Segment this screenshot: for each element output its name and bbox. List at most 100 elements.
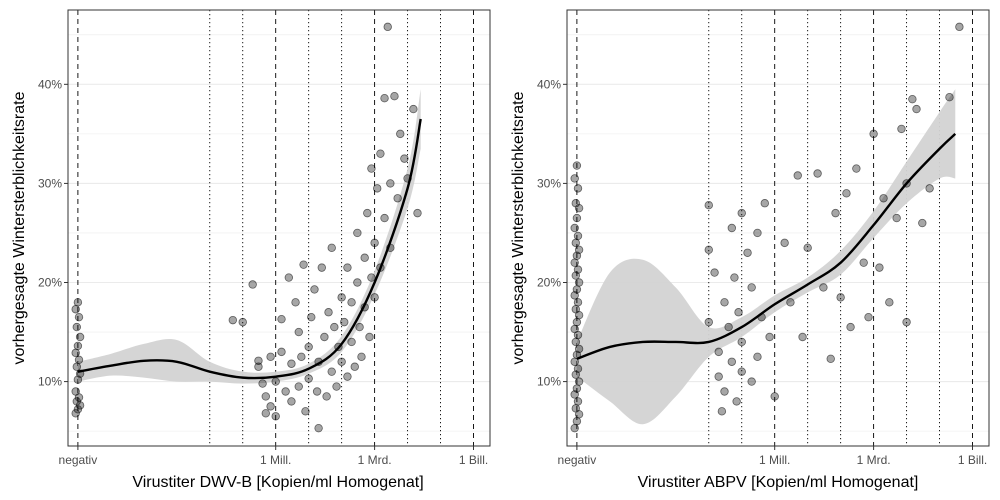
data-point bbox=[301, 407, 310, 416]
data-point bbox=[350, 362, 359, 371]
data-point bbox=[284, 273, 294, 282]
data-point bbox=[266, 352, 275, 362]
data-point bbox=[879, 194, 888, 203]
data-point bbox=[902, 317, 911, 327]
data-point bbox=[294, 382, 303, 391]
data-point bbox=[363, 208, 372, 218]
data-point bbox=[322, 392, 331, 401]
data-point bbox=[291, 298, 300, 307]
data-point bbox=[798, 332, 807, 342]
data-point bbox=[304, 374, 313, 383]
data-point bbox=[390, 92, 399, 101]
data-point bbox=[574, 278, 584, 287]
data-point bbox=[72, 362, 81, 371]
data-point bbox=[842, 189, 851, 198]
data-point bbox=[704, 317, 713, 327]
data-point bbox=[727, 357, 737, 366]
data-point bbox=[396, 129, 405, 139]
data-point bbox=[925, 184, 934, 193]
data-point bbox=[75, 332, 85, 342]
data-point bbox=[747, 377, 756, 386]
x-tick-label: 1 Mrd. bbox=[358, 453, 392, 467]
data-point bbox=[337, 293, 346, 302]
data-point bbox=[753, 228, 762, 238]
data-point bbox=[571, 337, 580, 347]
data-point bbox=[357, 352, 366, 362]
data-point bbox=[266, 402, 275, 411]
data-point bbox=[572, 161, 582, 170]
data-point bbox=[72, 397, 81, 406]
data-point bbox=[367, 164, 376, 173]
data-point bbox=[724, 322, 733, 332]
data-point bbox=[760, 199, 769, 208]
y-tick-label: 30% bbox=[537, 176, 561, 190]
data-point bbox=[864, 312, 873, 322]
data-point bbox=[71, 409, 80, 418]
data-point bbox=[737, 337, 746, 347]
data-point bbox=[74, 355, 84, 364]
data-point bbox=[386, 179, 395, 188]
x-tick-label: 1 Mill. bbox=[260, 453, 291, 467]
data-point bbox=[254, 356, 263, 365]
data-point bbox=[819, 283, 828, 292]
data-point bbox=[277, 314, 286, 324]
data-point bbox=[734, 308, 743, 317]
y-tick-label: 10% bbox=[38, 375, 62, 389]
data-point bbox=[574, 377, 584, 386]
data-point bbox=[572, 417, 582, 426]
data-point bbox=[304, 342, 313, 352]
confidence-ribbon bbox=[77, 89, 421, 384]
data-point bbox=[793, 171, 802, 180]
data-point bbox=[720, 387, 729, 396]
data-point bbox=[73, 405, 83, 414]
data-point bbox=[852, 164, 861, 173]
data-point bbox=[312, 387, 322, 396]
data-point bbox=[281, 387, 290, 396]
data-point bbox=[277, 347, 286, 357]
data-point bbox=[831, 208, 840, 218]
data-point bbox=[271, 412, 280, 421]
data-point bbox=[376, 149, 385, 158]
data-point bbox=[572, 384, 582, 393]
data-point bbox=[343, 263, 352, 272]
panel-dwv-b: 10% 20% 30% 40% negativ 1 Mill. 1 Mrd. 1 Bill. V… bbox=[11, 9, 491, 491]
data-point bbox=[409, 104, 418, 114]
y-tick-label: 10% bbox=[537, 375, 561, 389]
x-tick-label: negativ bbox=[59, 453, 98, 467]
data-point bbox=[261, 392, 270, 401]
data-point bbox=[572, 213, 582, 223]
data-point bbox=[704, 201, 713, 210]
data-point bbox=[704, 245, 713, 254]
data-point bbox=[846, 322, 855, 332]
y-tick-label: 30% bbox=[38, 176, 62, 190]
data-point bbox=[73, 298, 83, 307]
data-point bbox=[332, 382, 341, 391]
y-tick-label: 40% bbox=[537, 77, 561, 91]
data-point bbox=[380, 93, 389, 103]
data-point bbox=[307, 312, 316, 322]
data-point bbox=[955, 22, 964, 32]
data-point bbox=[327, 367, 336, 376]
data-point bbox=[570, 423, 579, 433]
confidence-ribbon bbox=[576, 89, 956, 425]
data-point bbox=[710, 268, 719, 277]
data-point bbox=[383, 22, 392, 32]
data-point bbox=[717, 407, 727, 416]
data-point bbox=[737, 208, 746, 218]
data-point bbox=[228, 315, 238, 325]
data-point bbox=[571, 305, 580, 314]
data-point bbox=[572, 285, 582, 294]
data-point bbox=[753, 352, 762, 362]
data-point bbox=[248, 280, 257, 289]
data-point bbox=[859, 258, 868, 267]
x-tick-label: 1 Bill. bbox=[958, 453, 987, 467]
data-point bbox=[310, 285, 319, 294]
data-point bbox=[918, 218, 927, 228]
data-point bbox=[945, 92, 954, 102]
y-tick-label: 20% bbox=[537, 276, 561, 290]
data-point bbox=[71, 305, 80, 314]
x-tick-label: 1 Mill. bbox=[759, 453, 790, 467]
data-point bbox=[360, 253, 369, 262]
data-point bbox=[271, 377, 280, 386]
